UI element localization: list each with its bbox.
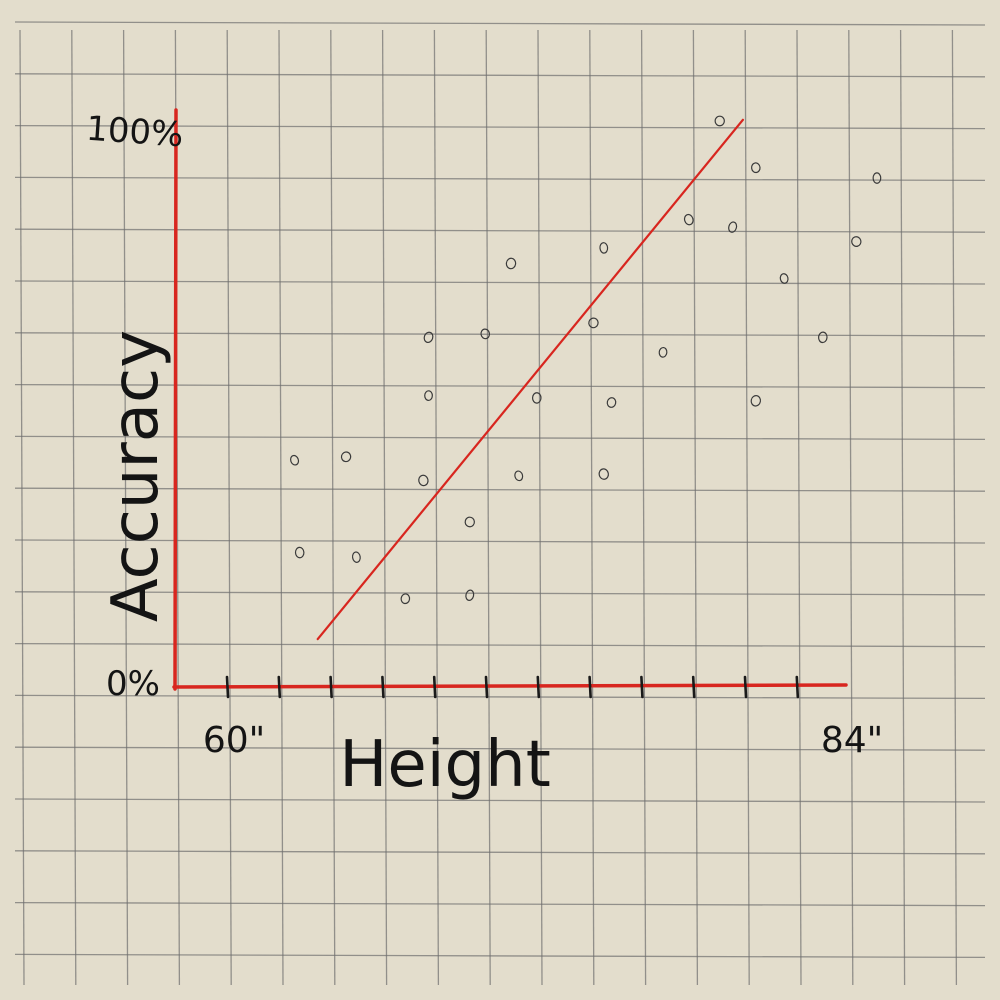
scatter-point <box>658 346 668 358</box>
x-axis-tick <box>277 675 282 699</box>
grid-line-vertical <box>330 29 336 986</box>
scatter-point <box>728 221 738 233</box>
grid-line-horizontal <box>14 953 986 959</box>
grid-line-vertical <box>485 29 491 986</box>
scatter-point <box>872 172 882 184</box>
grid-line-vertical <box>381 29 388 986</box>
y-axis-label: Accuracy <box>99 330 173 622</box>
scatter-point <box>294 546 305 559</box>
trend-line <box>316 118 745 641</box>
grid-line-horizontal <box>14 850 986 855</box>
x-axis-tick <box>329 675 333 699</box>
scatter-point <box>599 242 609 254</box>
scatter-point <box>465 589 475 601</box>
scatter-points <box>290 115 882 605</box>
grid-line-vertical <box>744 29 750 986</box>
axes <box>172 108 848 691</box>
scatter-point <box>424 390 433 402</box>
x-axis-tick <box>536 675 541 699</box>
scatter-point <box>779 273 789 284</box>
scatter-point <box>683 213 694 226</box>
x-axis-tick <box>484 675 489 699</box>
x-axis-tick <box>225 675 230 699</box>
scatter-point <box>588 317 599 329</box>
scatter-point <box>598 468 609 480</box>
grid-line-vertical <box>19 29 25 986</box>
x-axis-ticks <box>225 675 800 699</box>
scatter-point <box>400 593 411 605</box>
x-axis-tick <box>588 675 592 699</box>
x-tick-label-min: 60" <box>203 720 265 761</box>
grid-line-horizontal <box>14 73 986 78</box>
grid-line-horizontal <box>14 642 986 648</box>
y-axis-line <box>173 108 178 691</box>
trend-line-group <box>316 118 745 641</box>
grid-line-horizontal <box>14 176 986 182</box>
grid-line-vertical <box>796 29 802 986</box>
grid-line-vertical <box>226 29 232 986</box>
grid-line-vertical <box>640 29 647 986</box>
scatter-point <box>418 474 429 487</box>
x-tick-label-max: 84" <box>821 720 883 761</box>
scatter-point <box>351 551 361 563</box>
grid-line-horizontal <box>14 746 986 751</box>
scatter-point <box>751 162 761 174</box>
grid <box>14 21 986 986</box>
grid-line-horizontal <box>14 694 986 700</box>
grid-line-vertical <box>71 29 77 986</box>
scatter-point <box>851 236 862 247</box>
scatter-point <box>505 257 517 270</box>
scatter-point <box>480 328 491 340</box>
grid-line-vertical <box>899 29 906 986</box>
grid-line-vertical <box>278 29 284 986</box>
x-axis-tick <box>743 675 748 699</box>
y-tick-label-min: 0% <box>106 664 160 704</box>
grid-line-horizontal <box>14 228 986 233</box>
scatter-point <box>290 454 300 466</box>
y-tick-label-max: 100% <box>85 109 185 156</box>
x-axis-tick <box>381 675 385 699</box>
scatter-point <box>606 397 617 408</box>
grid-line-vertical <box>589 29 595 986</box>
x-axis-tick <box>432 675 437 699</box>
grid-line-horizontal <box>14 798 986 803</box>
grid-line-vertical <box>848 29 854 986</box>
scatter-point <box>750 395 762 407</box>
grid-line-vertical <box>537 29 543 986</box>
scatter-point <box>514 470 524 482</box>
grid-line-vertical <box>433 29 440 986</box>
scatter-point <box>531 392 542 404</box>
x-axis-label: Height <box>339 728 551 802</box>
scatter-point <box>340 451 352 463</box>
grid-line-vertical <box>692 29 699 986</box>
scatter-point <box>714 115 725 127</box>
scatter-point <box>817 331 828 344</box>
grid-line-horizontal <box>14 280 986 285</box>
x-axis-tick <box>640 675 644 699</box>
x-axis-tick <box>795 675 800 699</box>
grid-line-horizontal <box>14 901 986 907</box>
scatter-point <box>423 331 434 344</box>
x-axis-tick <box>691 675 696 699</box>
scatter-point <box>464 516 475 528</box>
x-axis-line <box>172 683 848 689</box>
grid-line-vertical <box>951 29 958 986</box>
grid-line-vertical <box>122 29 129 986</box>
grid-line-horizontal <box>14 21 986 26</box>
